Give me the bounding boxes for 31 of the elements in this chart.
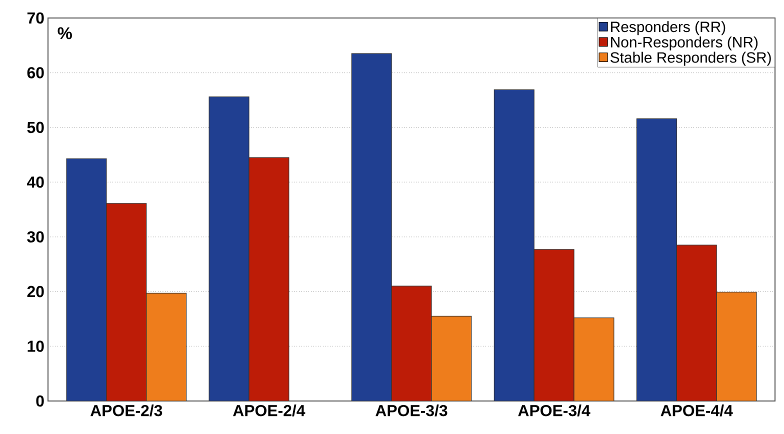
legend-label: Responders (RR) — [611, 21, 726, 36]
bar — [716, 292, 757, 401]
bar — [248, 157, 290, 401]
y-axis-title: % — [58, 27, 72, 40]
bar — [106, 203, 147, 401]
bar — [494, 90, 534, 401]
bar — [146, 292, 187, 401]
bar — [208, 96, 250, 401]
x-tick-label: APOE-4/4 — [660, 404, 733, 416]
y-tick-label: 30 — [27, 231, 44, 243]
y-tick-label: 50 — [27, 122, 44, 134]
bar — [676, 244, 717, 401]
y-tick-label: 20 — [27, 286, 44, 298]
bar — [66, 158, 107, 401]
y-tick-label: 60 — [27, 67, 44, 78]
x-tick-label: APOE-2/3 — [90, 404, 162, 416]
y-tick-label: 0 — [36, 395, 44, 407]
bar — [534, 249, 574, 401]
x-tick-label: APOE-2/4 — [233, 404, 306, 416]
bar — [574, 318, 614, 401]
legend-label: Non-Responders (NR) — [611, 36, 758, 50]
bar — [636, 118, 677, 401]
x-tick-label: APOE-3/3 — [376, 404, 448, 416]
bar — [392, 286, 432, 401]
bar — [431, 316, 472, 401]
y-tick-label: 40 — [26, 176, 44, 188]
y-tick-label: 10 — [28, 340, 44, 352]
bar — [352, 54, 392, 401]
y-tick-label: 70 — [27, 12, 44, 24]
x-tick-label: APOE-3/4 — [518, 404, 590, 416]
legend-label: Stable Responders (SR) — [610, 52, 771, 66]
